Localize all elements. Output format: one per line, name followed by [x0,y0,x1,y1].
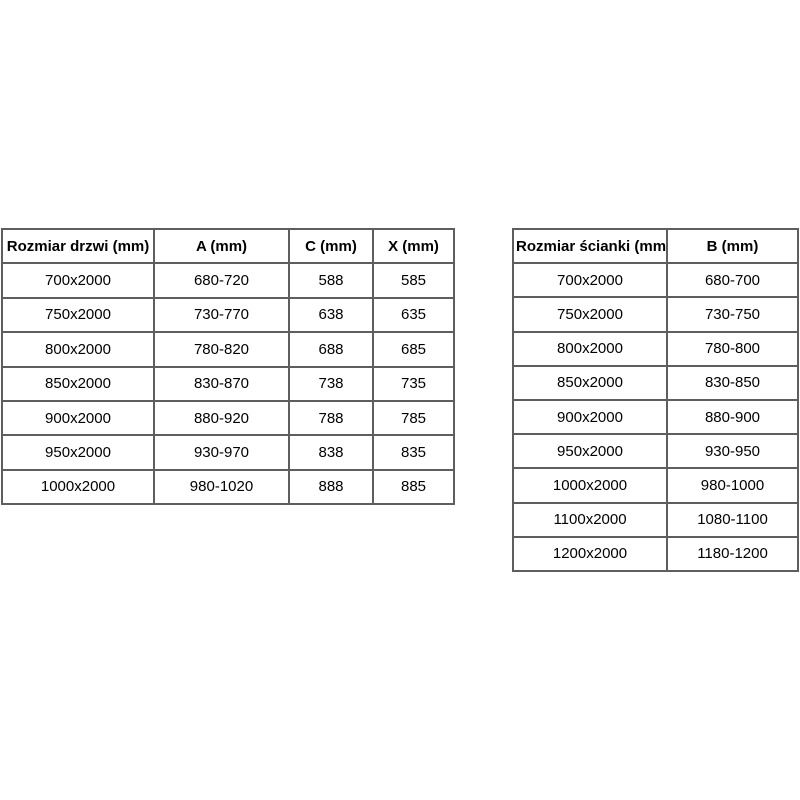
table-cell: 930-950 [666,433,799,470]
table-row: 850x2000 830-870 738 735 [1,365,455,402]
table-cell: 750x2000 [512,296,668,333]
table-row: 1200x2000 1180-1200 [512,535,799,572]
door-size-table: Rozmiar drzwi (mm) A (mm) C (mm) X (mm) 700x… [1,227,455,506]
table-cell: 1100x2000 [512,501,668,538]
table-cell: 780-820 [153,331,290,368]
table-cell: 950x2000 [1,434,155,471]
table-cell: 785 [372,399,455,437]
table-cell: 838 [288,434,374,471]
table-row: 700x2000 680-700 [512,262,799,299]
column-header: Rozmiar drzwi (mm) [1,227,155,265]
table-cell: 788 [288,399,374,437]
table-row: 800x2000 780-820 688 685 [1,331,455,368]
table-cell: 700x2000 [512,262,668,299]
table-cell: 830-850 [666,364,799,401]
table-cell: 738 [288,365,374,402]
column-header: A (mm) [153,227,290,265]
column-header: X (mm) [372,227,455,265]
table-cell: 800x2000 [1,331,155,368]
table-cell: 780-800 [666,330,799,367]
table-cell: 585 [372,262,455,299]
table-cell: 680-720 [153,262,290,299]
table-row: 1100x2000 1080-1100 [512,501,799,538]
table-cell: 850x2000 [512,364,668,401]
table-cell: 950x2000 [512,433,668,470]
table-cell: 930-970 [153,434,290,471]
table-cell: 750x2000 [1,296,155,334]
table-cell: 638 [288,296,374,334]
table-row: 1000x2000 980-1020 888 885 [1,468,455,506]
table-row: 900x2000 880-900 [512,398,799,436]
table-cell: 1080-1100 [666,501,799,538]
table-cell: 688 [288,331,374,368]
table-cell: 880-900 [666,398,799,436]
table-row: 950x2000 930-950 [512,433,799,470]
table-cell: 635 [372,296,455,334]
table-cell: 680-700 [666,262,799,299]
table-cell: 980-1020 [153,468,290,506]
table-cell: 1000x2000 [512,467,668,504]
table-cell: 885 [372,468,455,506]
table-cell: 900x2000 [512,398,668,436]
table-cell: 900x2000 [1,399,155,437]
table-cell: 830-870 [153,365,290,402]
table-cell: 685 [372,331,455,368]
table-cell: 1200x2000 [512,535,668,572]
table-cell: 588 [288,262,374,299]
table-cell: 880-920 [153,399,290,437]
column-header: Rozmiar ścianki (mm) [512,227,668,265]
table-cell: 730-770 [153,296,290,334]
column-header: B (mm) [666,227,799,265]
table-cell: 735 [372,365,455,402]
table-cell: 850x2000 [1,365,155,402]
table-cell: 730-750 [666,296,799,333]
table-row: 900x2000 880-920 788 785 [1,399,455,437]
table-cell: 1000x2000 [1,468,155,506]
wall-size-table: Rozmiar ścianki (mm) B (mm) 700x2000 680-70… [512,227,799,572]
table-cell: 835 [372,434,455,471]
table-row: 950x2000 930-970 838 835 [1,434,455,471]
table-cell: 700x2000 [1,262,155,299]
table-row: 800x2000 780-800 [512,330,799,367]
table-row: 850x2000 830-850 [512,364,799,401]
header-row: Rozmiar drzwi (mm) A (mm) C (mm) X (mm) [1,227,455,265]
table-cell: 888 [288,468,374,506]
table-row: 750x2000 730-750 [512,296,799,333]
table-cell: 980-1000 [666,467,799,504]
column-header: C (mm) [288,227,374,265]
table-row: 1000x2000 980-1000 [512,467,799,504]
table-cell: 800x2000 [512,330,668,367]
table-row: 750x2000 730-770 638 635 [1,296,455,334]
table-cell: 1180-1200 [666,535,799,572]
table-row: 700x2000 680-720 588 585 [1,262,455,299]
header-row: Rozmiar ścianki (mm) B (mm) [512,227,799,265]
